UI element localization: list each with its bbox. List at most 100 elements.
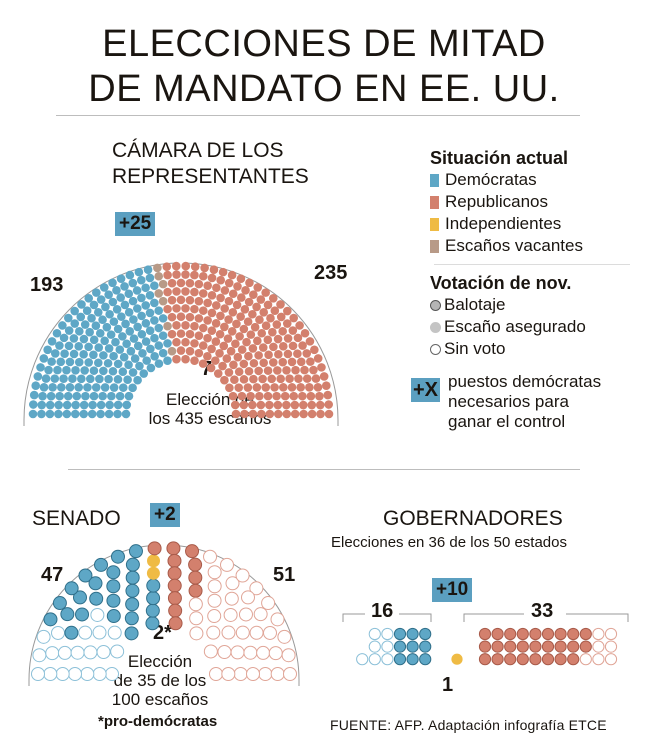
house-seat [158, 331, 168, 340]
house-seat [37, 400, 47, 410]
governor-rep-up [567, 627, 580, 641]
house-seat [74, 342, 84, 351]
house-seat [263, 366, 273, 375]
house-seat [194, 331, 204, 340]
legend-label: Escaños vacantes [445, 236, 583, 255]
house-seat [317, 363, 326, 372]
governor-rep-up [554, 640, 567, 653]
house-seat [203, 351, 212, 361]
house-seat [253, 336, 262, 346]
senate-seat-dem-no-vote [92, 625, 107, 640]
house-seat [71, 366, 80, 375]
senate-seat-dem-up [60, 607, 75, 622]
senate-seat-dem-up [89, 591, 104, 606]
house-seat [185, 329, 195, 339]
house-seat [228, 391, 238, 401]
governor-rep-up [529, 653, 542, 666]
house-seat [62, 400, 72, 410]
house-seat [263, 335, 273, 345]
house-seat [104, 374, 113, 384]
house-seat [133, 375, 142, 385]
house-seat [232, 319, 241, 329]
house-seat [248, 309, 257, 319]
governor-rep-up [491, 640, 504, 653]
house-seat [108, 297, 118, 307]
house-seat [224, 296, 234, 306]
senate-seat-dem-up [124, 611, 139, 626]
republicans-swatch-icon [430, 195, 439, 209]
house-seat [219, 341, 229, 351]
governor-dem-no-vote [381, 640, 394, 653]
house-seat [224, 368, 234, 377]
house-seat [185, 278, 195, 288]
house-seat [255, 391, 264, 401]
house-seat [176, 346, 186, 355]
legend-label: Balotaje [444, 295, 506, 314]
house-seat [124, 307, 134, 317]
senate-seat-dem-no-vote [96, 644, 111, 659]
house-seat [244, 351, 253, 361]
house-seat [181, 270, 190, 279]
house-seat [79, 350, 88, 359]
house-seat [313, 383, 323, 392]
house-seat [253, 283, 263, 292]
legend-item-secured: Escaño asegurado [430, 316, 640, 338]
house-seat [154, 341, 164, 350]
governor-dem-up [406, 640, 419, 653]
senate-footnote: *pro-demócratas [98, 713, 218, 730]
house-seat [124, 360, 133, 370]
senate-badge: +2 [150, 503, 180, 527]
senate-seat-dem-no-vote [110, 644, 125, 659]
house-seat [137, 311, 146, 321]
house-seat [207, 344, 216, 354]
senate-seat-rep-no-vote [270, 612, 285, 627]
house-seat [255, 315, 264, 325]
badge-desc-line-2: necesarios para [448, 392, 569, 411]
house-seat [154, 271, 164, 281]
house-seat [84, 293, 94, 303]
house-seat [53, 365, 62, 375]
governor-dem-up [393, 627, 407, 641]
house-seat [234, 383, 244, 392]
house-seat [319, 372, 329, 381]
house-seat [222, 354, 232, 363]
house-seat [181, 304, 190, 313]
house-seat [89, 391, 99, 401]
house-badge: +25 [115, 212, 156, 236]
house-seat [80, 320, 90, 329]
source-note: FUENTE: AFP. Adaptación infografía ETCE [330, 717, 607, 733]
legend-item-democrats: Demócratas [430, 169, 640, 191]
house-seat [211, 356, 220, 365]
house-seat [299, 409, 308, 419]
senate-seat-dem-up [75, 607, 90, 622]
house-seat [71, 400, 80, 410]
house-seat [300, 328, 310, 338]
house-seat [307, 400, 317, 410]
runoff-circle-icon [430, 299, 441, 311]
house-seat [136, 275, 146, 285]
governor-dem-up [419, 627, 432, 641]
governor-rep-up [516, 653, 529, 666]
house-seat [242, 337, 251, 347]
house-seat [266, 313, 275, 323]
governor-rep-no-vote [579, 653, 592, 666]
governor-rep-up [478, 653, 492, 666]
house-seat [181, 287, 190, 296]
senate-seat-rep-no-vote [203, 549, 218, 564]
governor-rep-up [478, 627, 492, 641]
democrats-swatch-icon [430, 173, 439, 187]
house-seat [272, 391, 281, 401]
house-seat [240, 305, 250, 314]
house-seat [254, 366, 263, 376]
governor-dem-up [406, 627, 419, 641]
legend: Situación actual Demócratas Republicanos… [430, 148, 640, 360]
house-seat [158, 314, 168, 323]
governor-rep-no-vote [592, 640, 605, 653]
independents-swatch-icon [430, 217, 439, 231]
house-seat [249, 290, 258, 299]
house-seat [139, 369, 149, 378]
senate-seat-rep-no-vote [261, 596, 276, 611]
senate-seat-dem-up [128, 544, 143, 559]
house-seat [145, 326, 155, 336]
senate-seat-dem-up [106, 579, 121, 594]
